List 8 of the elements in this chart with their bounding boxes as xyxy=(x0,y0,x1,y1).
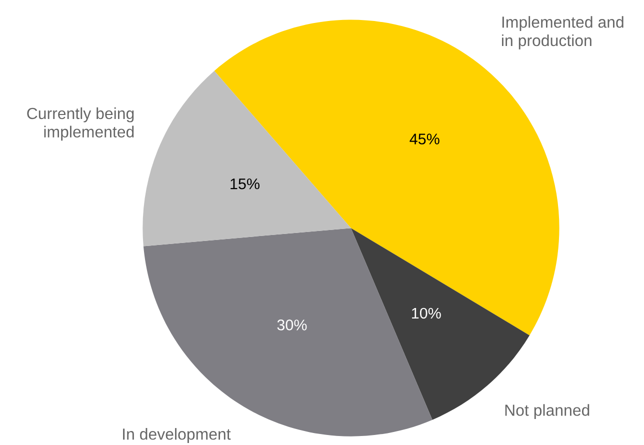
slice-label: Currently being implemented xyxy=(27,107,134,141)
slice-label: Implemented and in production xyxy=(502,16,624,50)
data-label: 15% xyxy=(230,178,260,190)
data-label: 10% xyxy=(412,308,441,319)
slice-label: Not planned xyxy=(505,404,590,420)
data-label: 30% xyxy=(277,320,307,330)
data-label: 45% xyxy=(410,134,440,144)
slice-label: In development xyxy=(123,428,231,443)
